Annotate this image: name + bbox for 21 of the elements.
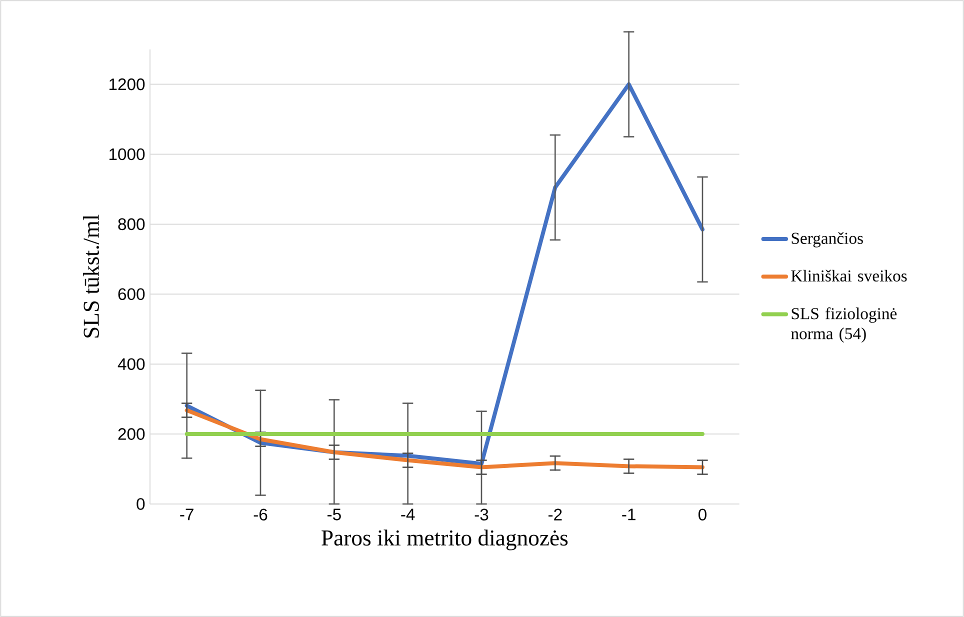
y-tick-label: 600 xyxy=(118,288,145,300)
line-series xyxy=(184,408,704,470)
y-axis-title: SLS tūkst./ml xyxy=(83,214,100,338)
legend-label: SLS fiziologinė norma (54) xyxy=(791,307,897,343)
x-axis-title: Paros iki metrito diagnozės xyxy=(322,530,568,550)
x-tick-label: -4 xyxy=(401,508,415,520)
y-tick-label: 800 xyxy=(118,218,145,230)
x-tick-label: -7 xyxy=(180,508,194,520)
legend-label: Kliniškai sveikos xyxy=(791,270,907,282)
y-tick-label: 400 xyxy=(118,358,145,370)
y-tick-label: 1000 xyxy=(109,148,145,160)
x-tick-label: -6 xyxy=(254,508,268,520)
y-tick-label: 0 xyxy=(136,498,145,510)
x-tick-label: 0 xyxy=(698,508,706,520)
y-tick-label: 1200 xyxy=(109,78,145,90)
x-tick-label: -2 xyxy=(548,508,562,520)
x-tick-label: -5 xyxy=(327,508,341,520)
legend-label: Sergančios xyxy=(792,232,863,248)
y-tick-label: 200 xyxy=(118,428,145,440)
x-tick-label: -1 xyxy=(622,508,636,520)
x-tick-label: -3 xyxy=(474,508,488,520)
